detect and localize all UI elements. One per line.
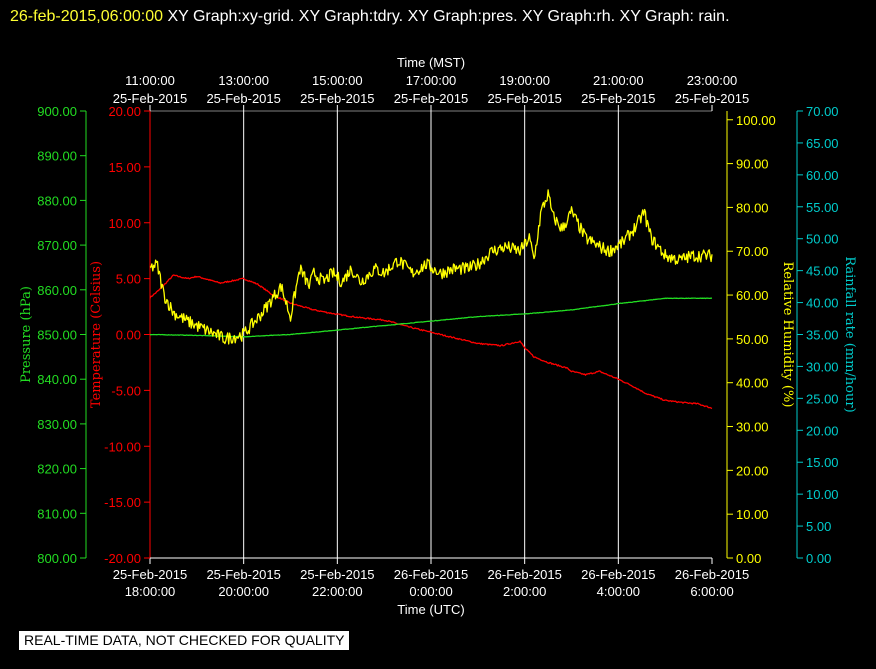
temperature-tick-label: 10.00	[108, 216, 141, 231]
rain-tick-label: 25.00	[806, 391, 839, 406]
temperature-tick-label: -5.00	[111, 383, 141, 398]
temperature-tick-label: -20.00	[104, 551, 141, 566]
temperature-tick-label: 20.00	[108, 104, 141, 119]
title-timestamp: 26-feb-2015,06:00:00	[10, 8, 164, 25]
temperature-tick-label: -15.00	[104, 495, 141, 510]
x-bottom-tick-date: 25-Feb-2015	[206, 567, 280, 582]
x-bottom-tick-time: 22:00:00	[312, 584, 363, 599]
temperature-line	[149, 274, 713, 410]
x-bottom-axis-label: Time (UTC)	[397, 602, 464, 617]
axes	[80, 105, 803, 564]
x-top-tick-time: 23:00:00	[687, 73, 738, 88]
temperature-tick-label: 0.00	[116, 328, 141, 343]
x-bottom-tick-time: 2:00:00	[503, 584, 546, 599]
rain-tick-label: 55.00	[806, 200, 839, 215]
humidity-axis-label: Relative Humidity (%)	[780, 262, 795, 408]
rain-tick-label: 70.00	[806, 104, 839, 119]
rain-tick-label: 10.00	[806, 487, 839, 502]
x-bottom-tick-time: 18:00:00	[125, 584, 176, 599]
humidity-tick-label: 70.00	[736, 244, 769, 259]
title-text: XY Graph:xy-grid. XY Graph:tdry. XY Grap…	[163, 8, 730, 25]
pressure-tick-label: 810.00	[37, 506, 77, 521]
pressure-tick-label: 890.00	[37, 149, 77, 164]
quality-notice: REAL-TIME DATA, NOT CHECKED FOR QUALITY	[19, 631, 350, 650]
pressure-tick-label: 900.00	[37, 104, 77, 119]
x-top-tick-date: 25-Feb-2015	[206, 91, 280, 106]
x-bottom-tick-date: 26-Feb-2015	[394, 567, 468, 582]
rain-tick-label: 15.00	[806, 455, 839, 470]
temperature-tick-label: 15.00	[108, 160, 141, 175]
rain-tick-label: 35.00	[806, 328, 839, 343]
x-bottom-tick-time: 20:00:00	[218, 584, 269, 599]
x-top-tick-date: 25-Feb-2015	[581, 91, 655, 106]
humidity-tick-label: 50.00	[736, 332, 769, 347]
pressure-tick-label: 850.00	[37, 328, 77, 343]
temperature-tick-label: -10.00	[104, 439, 141, 454]
x-top-tick-date: 25-Feb-2015	[394, 91, 468, 106]
pressure-tick-label: 820.00	[37, 462, 77, 477]
axis-labels: 25-Feb-2015 18:00:00 11:00:00 25-Feb-2015 25…	[19, 55, 857, 617]
humidity-tick-label: 20.00	[736, 463, 769, 478]
pressure-axis-label: Pressure (hPa)	[19, 286, 34, 383]
pressure-line	[149, 297, 713, 338]
x-top-tick-time: 17:00:00	[406, 73, 457, 88]
rain-tick-label: 50.00	[806, 232, 839, 247]
x-bottom-tick-date: 25-Feb-2015	[300, 567, 374, 582]
humidity-tick-label: 80.00	[736, 200, 769, 215]
rain-tick-label: 0.00	[806, 551, 831, 566]
x-bottom-tick-time: 6:00:00	[690, 584, 733, 599]
humidity-tick-label: 0.00	[736, 551, 761, 566]
rain-tick-label: 40.00	[806, 296, 839, 311]
x-bottom-tick-time: 4:00:00	[597, 584, 640, 599]
temperature-tick-label: 5.00	[116, 272, 141, 287]
pressure-tick-label: 800.00	[37, 551, 77, 566]
x-bottom-tick-date: 25-Feb-2015	[113, 567, 187, 582]
x-bottom-tick-date: 26-Feb-2015	[581, 567, 655, 582]
humidity-tick-label: 60.00	[736, 288, 769, 303]
grid-lines	[243, 111, 619, 558]
data-series	[149, 189, 713, 410]
pressure-tick-label: 880.00	[37, 193, 77, 208]
humidity-tick-label: 100.00	[736, 113, 776, 128]
x-bottom-tick-date: 26-Feb-2015	[675, 567, 749, 582]
x-top-tick-date: 25-Feb-2015	[113, 91, 187, 106]
pressure-tick-label: 870.00	[37, 238, 77, 253]
rain-tick-label: 30.00	[806, 359, 839, 374]
x-top-tick-date: 25-Feb-2015	[675, 91, 749, 106]
x-top-tick-time: 11:00:00	[125, 73, 175, 88]
pressure-tick-label: 830.00	[37, 417, 77, 432]
x-bottom-tick-time: 0:00:00	[409, 584, 452, 599]
rain-tick-label: 65.00	[806, 136, 839, 151]
relative-humidity-line	[149, 189, 713, 345]
x-top-tick-time: 19:00:00	[499, 73, 550, 88]
rain-tick-label: 20.00	[806, 423, 839, 438]
x-top-axis-label: Time (MST)	[397, 55, 465, 70]
temperature-axis-label: Temperature (Celsius)	[89, 261, 104, 408]
chart-title: 26-feb-2015,06:00:00 XY Graph:xy-grid. X…	[10, 2, 870, 31]
rain-tick-label: 45.00	[806, 264, 839, 279]
rain-axis-label: Rainfall rate (mm/hour)	[842, 256, 857, 412]
x-top-tick-date: 25-Feb-2015	[300, 91, 374, 106]
humidity-tick-label: 40.00	[736, 376, 769, 391]
x-top-tick-date: 25-Feb-2015	[487, 91, 561, 106]
humidity-tick-label: 10.00	[736, 507, 769, 522]
humidity-tick-label: 90.00	[736, 157, 769, 172]
x-top-tick-time: 21:00:00	[593, 73, 644, 88]
x-top-tick-time: 15:00:00	[312, 73, 363, 88]
humidity-tick-label: 30.00	[736, 420, 769, 435]
x-bottom-tick-date: 26-Feb-2015	[487, 567, 561, 582]
x-top-tick-time: 13:00:00	[218, 73, 269, 88]
rain-tick-label: 5.00	[806, 519, 831, 534]
pressure-tick-label: 840.00	[37, 372, 77, 387]
pressure-tick-label: 860.00	[37, 283, 77, 298]
rain-tick-label: 60.00	[806, 168, 839, 183]
